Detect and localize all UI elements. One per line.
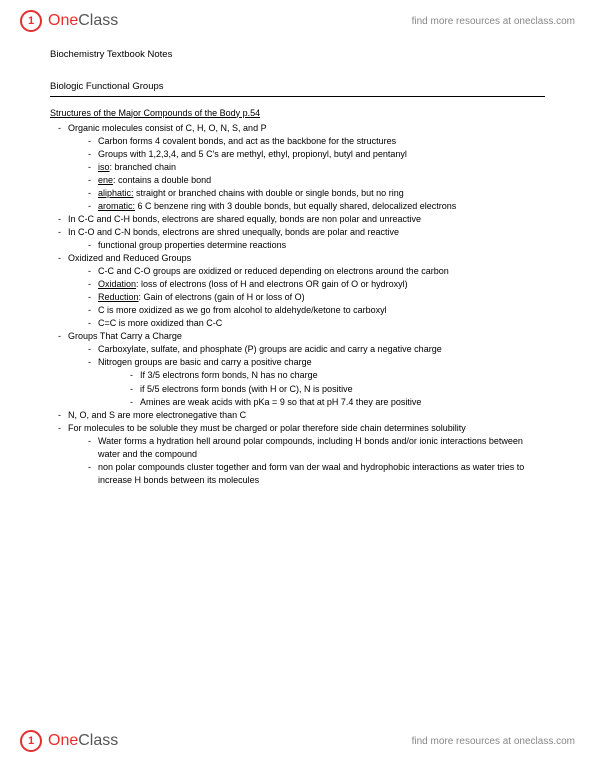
item-text: : Gain of electrons (gain of H or loss o…	[139, 292, 305, 302]
list-item: ene: contains a double bond	[68, 174, 545, 187]
list-item: aromatic: 6 C benzene ring with 3 double…	[68, 200, 545, 213]
list-item: Water forms a hydration hell around pola…	[68, 435, 545, 461]
list-item: Carboxylate, sulfate, and phosphate (P) …	[68, 343, 545, 356]
list-item: C is more oxidized as we go from alcohol…	[68, 304, 545, 317]
list-item: Amines are weak acids with pKa = 9 so th…	[98, 396, 545, 409]
list-item: Nitrogen groups are basic and carry a po…	[68, 356, 545, 408]
list-item: Oxidation: loss of electrons (loss of H …	[68, 278, 545, 291]
item-text: Organic molecules consist of C, H, O, N,…	[68, 123, 267, 133]
item-text: : loss of electrons (loss of H and elect…	[136, 279, 408, 289]
logo-text: OneClass	[48, 12, 118, 30]
list-item: Groups That Carry a Charge Carboxylate, …	[50, 330, 545, 408]
page-footer: 1 OneClass find more resources at onecla…	[0, 720, 595, 762]
item-text: if 5/5 electrons form bonds (with H or C…	[140, 384, 353, 394]
item-text: If 3/5 electrons form bonds, N has no ch…	[140, 370, 318, 380]
list-item: In C-O and C-N bonds, electrons are shre…	[50, 226, 545, 252]
list-item: iso: branched chain	[68, 161, 545, 174]
list-item: functional group properties determine re…	[68, 239, 545, 252]
list-item: N, O, and S are more electronegative tha…	[50, 409, 545, 422]
subsection-heading: Structures of the Major Compounds of the…	[50, 107, 545, 120]
item-text: Water forms a hydration hell around pola…	[98, 436, 523, 459]
list-item: Carbon forms 4 covalent bonds, and act a…	[68, 135, 545, 148]
item-text: C is more oxidized as we go from alcohol…	[98, 305, 387, 315]
brand-logo-footer[interactable]: 1 OneClass	[20, 730, 118, 752]
item-text: Groups with 1,2,3,4, and 5 C's are methy…	[98, 149, 407, 159]
item-text: Carbon forms 4 covalent bonds, and act a…	[98, 136, 396, 146]
list-item: non polar compounds cluster together and…	[68, 461, 545, 487]
find-resources-link-footer[interactable]: find more resources at oneclass.com	[412, 736, 575, 747]
item-text: functional group properties determine re…	[98, 240, 286, 250]
item-text: N, O, and S are more electronegative tha…	[68, 410, 246, 420]
logo-icon: 1	[20, 10, 42, 32]
item-text: In C-O and C-N bonds, electrons are shre…	[68, 227, 399, 237]
list-item: If 3/5 electrons form bonds, N has no ch…	[98, 369, 545, 382]
list-item: Organic molecules consist of C, H, O, N,…	[50, 122, 545, 213]
notes-list: Organic molecules consist of C, H, O, N,…	[50, 122, 545, 487]
item-text: non polar compounds cluster together and…	[98, 462, 524, 485]
item-text: C-C and C-O groups are oxidized or reduc…	[98, 266, 449, 276]
item-text: Oxidized and Reduced Groups	[68, 253, 191, 263]
find-resources-link[interactable]: find more resources at oneclass.com	[412, 16, 575, 27]
document-body: Biochemistry Textbook Notes Biologic Fun…	[0, 42, 595, 487]
list-item: For molecules to be soluble they must be…	[50, 422, 545, 487]
term-text: Oxidation	[98, 279, 136, 289]
term-text: iso	[98, 162, 110, 172]
item-text: For molecules to be soluble they must be…	[68, 423, 466, 433]
item-text: straight or branched chains with double …	[134, 188, 404, 198]
list-item: Groups with 1,2,3,4, and 5 C's are methy…	[68, 148, 545, 161]
brand-logo[interactable]: 1 OneClass	[20, 10, 118, 32]
logo-text-one: One	[48, 12, 78, 29]
list-item: In C-C and C-H bonds, electrons are shar…	[50, 213, 545, 226]
item-text: 6 C benzene ring with 3 double bonds, bu…	[135, 201, 456, 211]
section-heading: Biologic Functional Groups	[50, 80, 545, 97]
item-text: Groups That Carry a Charge	[68, 331, 182, 341]
item-text: Amines are weak acids with pKa = 9 so th…	[140, 397, 421, 407]
list-item: Oxidized and Reduced Groups C-C and C-O …	[50, 252, 545, 330]
item-text: C=C is more oxidized than C-C	[98, 318, 222, 328]
item-text: Carboxylate, sulfate, and phosphate (P) …	[98, 344, 442, 354]
logo-text: OneClass	[48, 732, 118, 750]
logo-icon: 1	[20, 730, 42, 752]
list-item: C-C and C-O groups are oxidized or reduc…	[68, 265, 545, 278]
item-text: Nitrogen groups are basic and carry a po…	[98, 357, 312, 367]
page-header: 1 OneClass find more resources at onecla…	[0, 0, 595, 42]
term-text: aromatic:	[98, 201, 135, 211]
item-text: In C-C and C-H bonds, electrons are shar…	[68, 214, 421, 224]
item-text: : branched chain	[110, 162, 177, 172]
list-item: Reduction: Gain of electrons (gain of H …	[68, 291, 545, 304]
term-text: aliphatic:	[98, 188, 134, 198]
term-text: Reduction	[98, 292, 139, 302]
list-item: if 5/5 electrons form bonds (with H or C…	[98, 383, 545, 396]
item-text: : contains a double bond	[113, 175, 211, 185]
logo-text-one: One	[48, 732, 78, 749]
term-text: ene	[98, 175, 113, 185]
document-title: Biochemistry Textbook Notes	[50, 48, 545, 62]
logo-text-class: Class	[78, 732, 118, 749]
list-item: aliphatic: straight or branched chains w…	[68, 187, 545, 200]
list-item: C=C is more oxidized than C-C	[68, 317, 545, 330]
logo-text-class: Class	[78, 12, 118, 29]
